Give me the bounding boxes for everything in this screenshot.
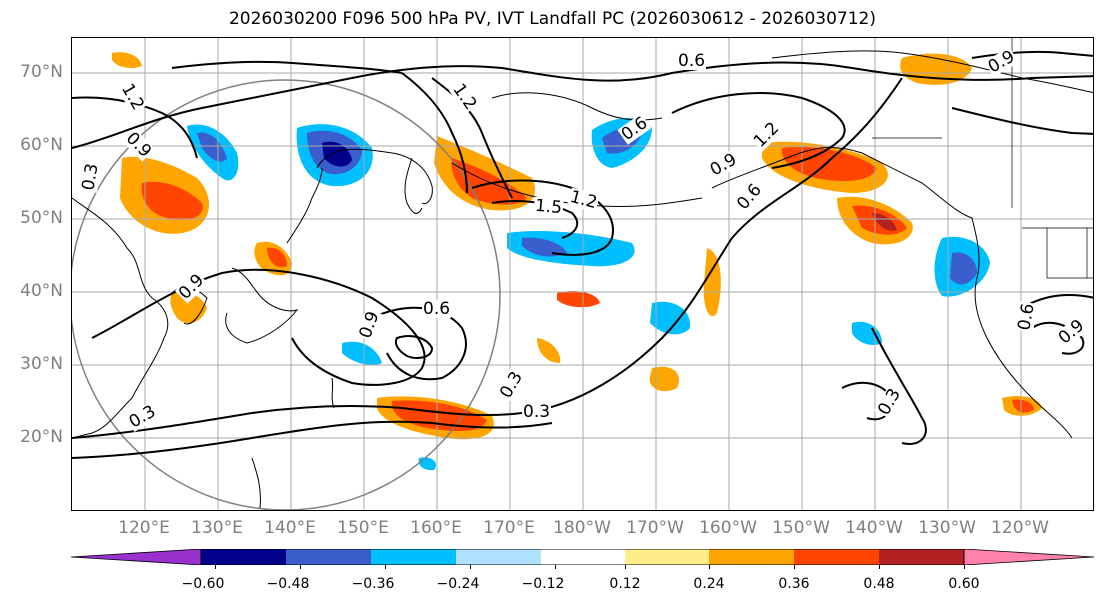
colorbar-tick-label: −0.60	[181, 576, 225, 592]
colorbar-tick-label: −0.48	[266, 576, 310, 592]
colorbar-tick-label: 0.36	[778, 576, 810, 592]
grid-lines	[72, 38, 1093, 510]
colorbar-tick-mark	[555, 565, 556, 569]
colorbar-tick-mark	[215, 565, 216, 569]
colorbar-tick-label: 0.24	[693, 576, 725, 592]
lon-label-130w: 130°W	[918, 518, 976, 538]
lat-label-50: 50°N	[20, 208, 63, 228]
shading-layer	[112, 52, 1042, 471]
contour-label: 0.6	[422, 299, 452, 319]
map-canvas	[72, 38, 1093, 510]
lon-label-180w: 180°W	[553, 518, 611, 538]
lat-label-20: 20°N	[20, 427, 63, 447]
landfall-radius-circle	[72, 79, 501, 510]
colorbar-tick-label: 0.12	[609, 576, 641, 592]
lon-label-160w: 160°W	[699, 518, 757, 538]
lon-label-140e: 140°E	[264, 518, 316, 538]
map-panel: 0.6 0.6 0.6 0.6 0.3 0.3 0.3 0.3 0.3 0.9 …	[71, 37, 1094, 511]
lon-label-120w: 120°W	[991, 518, 1049, 538]
lat-label-60: 60°N	[20, 135, 63, 155]
colorbar-tick-mark	[385, 565, 386, 569]
lon-label-140w: 140°W	[845, 518, 903, 538]
lon-label-150w: 150°W	[772, 518, 830, 538]
contour-label: 0.6	[1014, 301, 1039, 333]
contour-label: 1.5	[533, 195, 564, 219]
colorbar-tick-label: −0.36	[351, 576, 395, 592]
colorbar-tick-label: 0.60	[948, 576, 980, 592]
lon-label-150e: 150°E	[337, 518, 389, 538]
colorbar-tick-mark	[709, 565, 710, 569]
contour-label: 0.6	[677, 51, 707, 71]
contour-label: 0.3	[78, 161, 103, 193]
lat-label-70: 70°N	[20, 62, 63, 82]
lon-label-130e: 130°E	[191, 518, 243, 538]
colorbar-tick-mark	[964, 565, 965, 569]
lat-label-30: 30°N	[20, 354, 63, 374]
colorbar-tick-label: −0.24	[436, 576, 480, 592]
map-title: 2026030200 F096 500 hPa PV, IVT Landfall…	[228, 9, 876, 29]
lon-label-170w: 170°W	[626, 518, 684, 538]
colorbar-tick-mark	[470, 565, 471, 569]
contour-label: 0.3	[522, 402, 552, 422]
colorbar	[71, 549, 1094, 565]
colorbar-tick-mark	[794, 565, 795, 569]
colorbar-tick-label: 0.48	[863, 576, 895, 592]
colorbar-tick-label: −0.12	[521, 576, 565, 592]
colorbar-tick-mark	[300, 565, 301, 569]
lon-label-120e: 120°E	[118, 518, 170, 538]
colorbar-tick-mark	[625, 565, 626, 569]
lon-label-170e: 170°E	[483, 518, 535, 538]
colorbar-tick-mark	[879, 565, 880, 569]
lat-label-40: 40°N	[20, 281, 63, 301]
lon-label-160e: 160°E	[410, 518, 462, 538]
